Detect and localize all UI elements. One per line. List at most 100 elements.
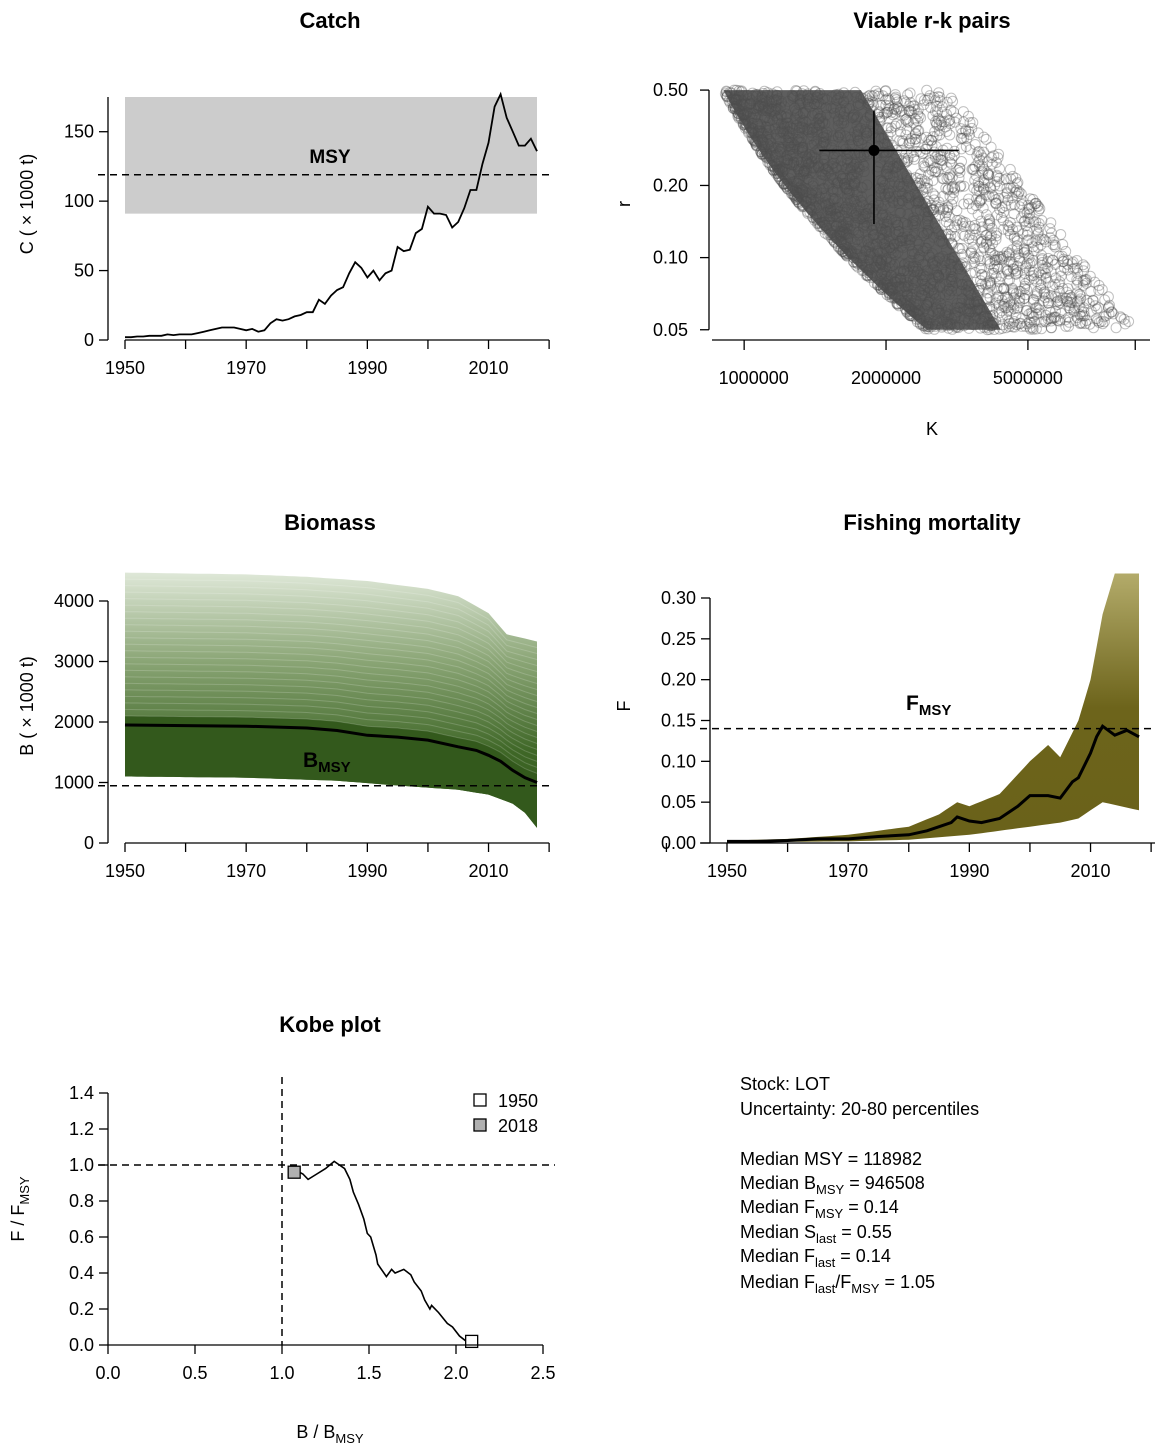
- rk-point: [997, 215, 1009, 227]
- rk-point: [1022, 250, 1034, 261]
- rk-point: [914, 146, 926, 158]
- rk-point: [1063, 300, 1075, 312]
- rk-point: [944, 172, 956, 184]
- rk-point: [956, 248, 968, 260]
- summary-line: Median FMSY = 0.14: [740, 1197, 899, 1221]
- rk-point: [912, 108, 924, 120]
- rk-point: [1067, 256, 1079, 268]
- rk-point: [986, 158, 998, 170]
- rk-point: [960, 125, 972, 137]
- kobe-ylabel: F / FMSY: [8, 1176, 32, 1242]
- rk-point: [872, 88, 884, 100]
- rk-point: [967, 253, 979, 265]
- rk-point: [1104, 299, 1115, 311]
- rk-point: [1000, 322, 1012, 334]
- rk-point: [900, 129, 912, 141]
- rk-point: [934, 129, 946, 141]
- rk-x-tick-label: 2000000: [851, 368, 921, 388]
- rk-point: [1070, 315, 1081, 327]
- rk-point: [964, 220, 976, 232]
- rk-point: [1002, 305, 1014, 317]
- rk-point: [1080, 318, 1092, 330]
- rk-point: [910, 128, 921, 140]
- rk-point: [983, 168, 995, 180]
- rk-point: [1011, 243, 1023, 255]
- rk-point: [1001, 188, 1013, 200]
- rk-point: [954, 163, 966, 174]
- rk-point: [896, 105, 908, 117]
- rk-point: [933, 119, 945, 131]
- rk-point: [945, 92, 957, 104]
- rk-point: [918, 94, 930, 106]
- rk-point: [1006, 192, 1018, 204]
- kobe-y-tick-label: 1.2: [69, 1119, 94, 1139]
- rk-point: [996, 283, 1007, 294]
- rk-point: [1001, 246, 1013, 258]
- rk-point: [1021, 234, 1033, 246]
- legend-2018-label: 2018: [498, 1116, 538, 1136]
- rk-point: [976, 269, 988, 281]
- rk-point: [1030, 216, 1042, 228]
- rk-point: [902, 152, 914, 164]
- rk-point: [974, 195, 986, 207]
- rk-point: [991, 261, 1003, 273]
- rk-point: [964, 247, 976, 259]
- rk-point: [958, 116, 969, 128]
- rk-point: [909, 113, 921, 125]
- rk-point: [1037, 263, 1049, 275]
- rk-point: [912, 172, 924, 184]
- rk-point: [1057, 292, 1069, 304]
- rk-point: [910, 127, 921, 139]
- rk-point: [915, 93, 927, 105]
- rk-point: [1040, 267, 1051, 279]
- rk-point: [945, 158, 957, 170]
- rk-point: [994, 307, 1005, 319]
- rk-point: [989, 250, 1001, 261]
- rk-point: [942, 183, 954, 195]
- rk-point: [1027, 293, 1039, 305]
- rk-point: [901, 115, 913, 127]
- rk-point: [941, 96, 953, 108]
- rk-point: [986, 189, 998, 201]
- rk-point: [1031, 288, 1043, 300]
- rk-point: [980, 133, 992, 145]
- rk-point: [1049, 241, 1061, 253]
- rk-point: [951, 215, 963, 226]
- rk-point: [1020, 260, 1032, 272]
- rk-point: [1040, 272, 1052, 284]
- rk-point: [1073, 301, 1085, 313]
- rk-point: [1016, 199, 1028, 210]
- biomass-x-tick-label: 1950: [105, 861, 145, 881]
- rk-point: [1093, 302, 1104, 314]
- rk-point: [949, 145, 960, 157]
- rk-point: [1045, 322, 1057, 334]
- rk-point: [1021, 304, 1033, 316]
- rk-point: [984, 181, 996, 193]
- rk-point: [1019, 215, 1031, 227]
- rk-point: [1045, 217, 1057, 229]
- rk-point: [1110, 322, 1122, 334]
- rk-point: [1077, 259, 1089, 271]
- rk-point: [1068, 304, 1080, 316]
- summary-line: Median Flast = 0.14: [740, 1246, 891, 1270]
- rk-point: [976, 226, 988, 238]
- rk-point: [947, 95, 959, 107]
- rk-point: [933, 125, 945, 137]
- fmort-x-tick-label: 2010: [1071, 861, 1111, 881]
- rk-point: [1008, 232, 1020, 244]
- rk-point: [970, 170, 982, 181]
- rk-point: [1004, 297, 1015, 309]
- rk-point: [1095, 316, 1107, 327]
- rk-point: [1047, 239, 1059, 251]
- rk-point: [948, 106, 959, 118]
- rk-point: [928, 92, 940, 103]
- rk-point: [981, 253, 993, 265]
- rk-point: [1024, 321, 1036, 333]
- rk-point: [1003, 268, 1015, 280]
- rk-point: [943, 219, 955, 230]
- rk-point: [1002, 293, 1014, 305]
- rk-point: [1018, 243, 1030, 255]
- summary-uncertainty: Uncertainty: 20-80 percentiles: [740, 1099, 979, 1119]
- rk-point: [1092, 315, 1103, 327]
- rk-point: [966, 247, 978, 259]
